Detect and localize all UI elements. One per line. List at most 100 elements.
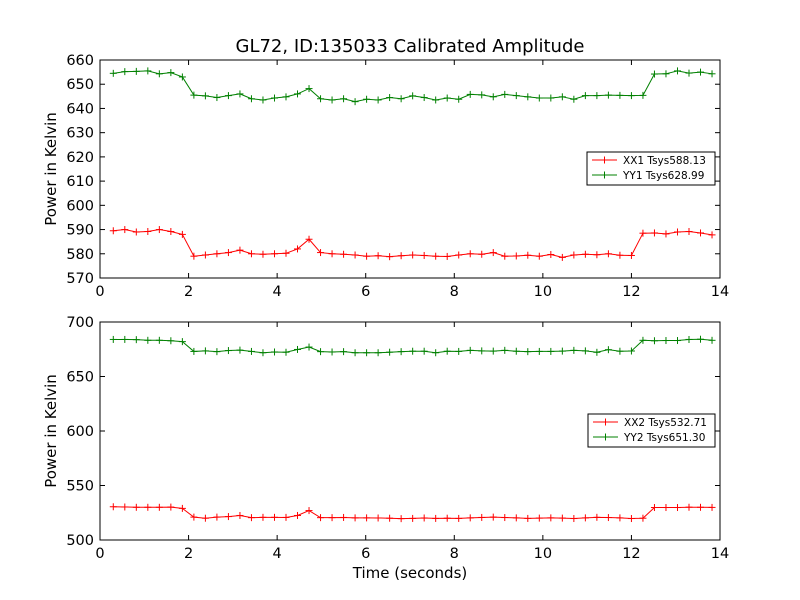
top-x-tick-label: 8 [450, 284, 459, 300]
top-data-point [328, 250, 336, 258]
top-data-point [432, 252, 440, 260]
top-data-point [386, 94, 394, 102]
top-data-point [374, 252, 382, 260]
top-data-point [627, 251, 635, 259]
top-data-point [455, 251, 463, 259]
top-y-tick-label: 590 [66, 223, 94, 239]
top-data-point [144, 67, 152, 75]
bottom-legend-box [587, 413, 716, 448]
top-data-point [558, 93, 566, 101]
bottom-data-point [455, 347, 463, 355]
bottom-y-tick-label: 500 [66, 533, 94, 549]
top-data-point [224, 249, 232, 257]
top-data-point [132, 67, 140, 75]
bottom-data-point [547, 347, 555, 355]
bottom-data-point [270, 513, 278, 521]
bottom-data-point [317, 348, 325, 356]
bottom-data-point [489, 513, 497, 521]
bottom-data-point [121, 335, 129, 343]
top-data-point [443, 252, 451, 260]
top-data-point [570, 95, 578, 103]
bottom-x-tick-label: 14 [711, 546, 729, 562]
top-data-point [581, 92, 589, 100]
top-data-point [512, 252, 520, 260]
top-data-point [593, 92, 601, 100]
top-data-point [616, 251, 624, 259]
top-x-tick-label: 2 [184, 284, 193, 300]
bottom-y-axis-label: Power in Kelvin [42, 374, 60, 488]
top-data-point [547, 94, 555, 102]
bottom-series [109, 335, 716, 523]
top-y-tick-label: 630 [66, 126, 94, 142]
bottom-data-point [662, 504, 670, 512]
top-data-point [213, 250, 221, 258]
bottom-data-point [455, 514, 463, 522]
top-data-point [167, 227, 175, 235]
bottom-x-tick-label: 10 [534, 546, 552, 562]
bottom-data-point [201, 514, 209, 522]
bottom-data-point [386, 348, 394, 356]
top-data-point [328, 96, 336, 104]
bottom-data-point [581, 514, 589, 522]
top-data-point [213, 94, 221, 102]
top-data-point [501, 90, 509, 98]
bottom-data-point [132, 503, 140, 511]
top-y-tick-label: 580 [66, 247, 94, 263]
top-data-point [109, 227, 117, 235]
bottom-data-point [443, 514, 451, 522]
top-data-point [708, 70, 716, 78]
top-x-tick-label: 10 [534, 284, 552, 300]
top-data-point [673, 228, 681, 236]
top-data-point [593, 251, 601, 259]
top-data-point [190, 91, 198, 99]
bottom-data-point [397, 515, 405, 523]
bottom-data-point [581, 347, 589, 355]
top-data-point [305, 85, 313, 93]
bottom-data-point [639, 336, 647, 344]
bottom-data-point [409, 347, 417, 355]
bottom-plot-frame [99, 321, 721, 541]
bottom-y-tick-label: 650 [66, 370, 94, 386]
top-data-point [351, 251, 359, 259]
top-data-point [247, 95, 255, 103]
top-data-point [236, 246, 244, 254]
bottom-legend-label: XX2 Tsys532.71 [624, 417, 707, 429]
bottom-data-point [570, 346, 578, 354]
top-data-point [397, 252, 405, 260]
top-data-point [397, 95, 405, 103]
bottom-data-point [328, 348, 336, 356]
bottom-data-point [259, 349, 267, 357]
bottom-data-point [351, 349, 359, 357]
top-data-point [294, 245, 302, 253]
bottom-data-point [604, 346, 612, 354]
top-data-point [662, 70, 670, 78]
top-data-point [558, 253, 566, 261]
bottom-data-point [363, 349, 371, 357]
bottom-data-point [305, 507, 313, 515]
bottom-data-point [627, 515, 635, 523]
bottom-data-point [259, 513, 267, 521]
bottom-data-point [673, 504, 681, 512]
top-data-point [317, 249, 325, 257]
top-data-point [604, 91, 612, 99]
top-data-point [420, 251, 428, 259]
bottom-data-point [144, 503, 152, 511]
top-data-point [662, 230, 670, 238]
bottom-ticks: 0 2 4 6 8 10 12 14 500 550 600 650 700 [66, 315, 729, 562]
bottom-x-tick-label: 12 [622, 546, 640, 562]
top-data-point [386, 253, 394, 261]
top-x-tick-label: 6 [361, 284, 370, 300]
bottom-data-point [570, 515, 578, 523]
top-data-point [524, 251, 532, 259]
top-y-tick-label: 640 [66, 101, 94, 117]
top-y-tick-label: 610 [66, 174, 94, 190]
top-data-point [685, 69, 693, 77]
bottom-data-point [478, 347, 486, 355]
bottom-data-point [363, 514, 371, 522]
top-data-point [190, 252, 198, 260]
bottom-data-point [501, 514, 509, 522]
bottom-data-point [443, 347, 451, 355]
top-legend-label: YY1 Tsys628.99 [622, 170, 704, 182]
bottom-data-point [697, 503, 705, 511]
bottom-data-point [317, 514, 325, 522]
